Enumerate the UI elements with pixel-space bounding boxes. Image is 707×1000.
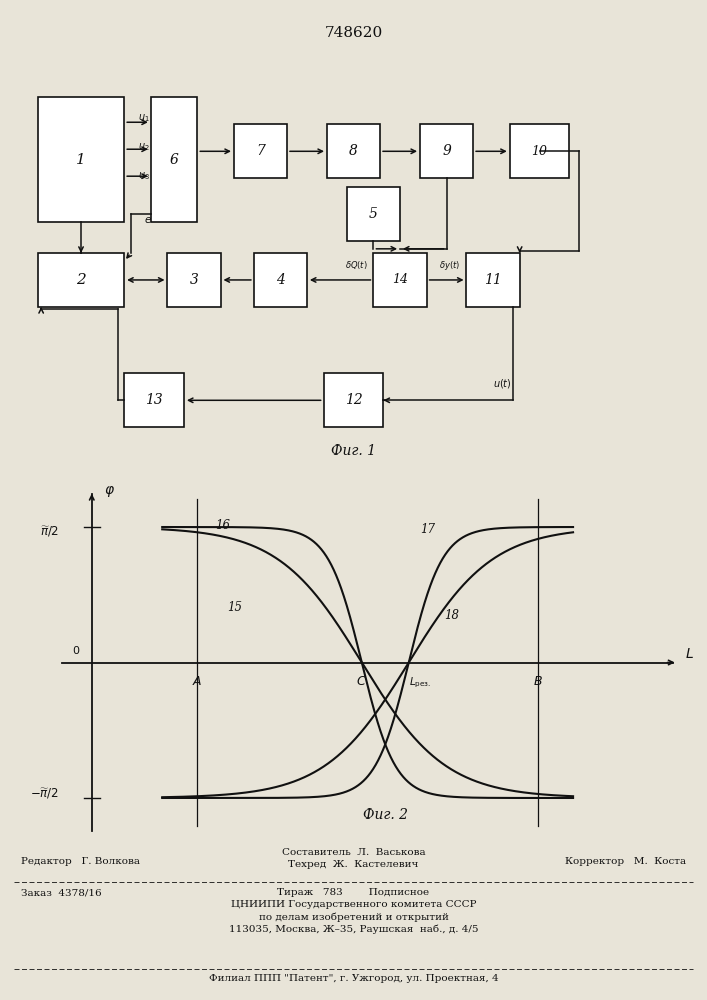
- FancyBboxPatch shape: [327, 124, 380, 178]
- Text: $B$: $B$: [533, 675, 543, 688]
- FancyBboxPatch shape: [254, 253, 307, 307]
- Text: 5: 5: [369, 207, 378, 221]
- Text: 13: 13: [145, 393, 163, 407]
- Text: Фиг. 1: Фиг. 1: [331, 444, 376, 458]
- Text: $\varphi$: $\varphi$: [103, 484, 115, 499]
- Text: 6: 6: [170, 153, 178, 167]
- FancyBboxPatch shape: [324, 373, 383, 427]
- Text: 17: 17: [421, 523, 436, 536]
- FancyBboxPatch shape: [510, 124, 570, 178]
- Text: $A$: $A$: [192, 675, 203, 688]
- FancyBboxPatch shape: [38, 97, 124, 222]
- Text: 1: 1: [76, 153, 86, 167]
- Text: Редактор   Г. Волкова: Редактор Г. Волкова: [21, 857, 140, 866]
- Text: 10: 10: [532, 145, 548, 158]
- Text: 748620: 748620: [325, 26, 382, 40]
- Text: $u_3$: $u_3$: [137, 170, 149, 182]
- FancyBboxPatch shape: [467, 253, 520, 307]
- FancyBboxPatch shape: [420, 124, 473, 178]
- Text: $\delta Q(t)$: $\delta Q(t)$: [346, 259, 368, 271]
- Text: Корректор   М.  Коста: Корректор М. Коста: [565, 857, 686, 866]
- Text: $0$: $0$: [71, 644, 80, 656]
- Text: Филиал ППП "Патент", г. Ужгород, ул. Проектная, 4: Филиал ППП "Патент", г. Ужгород, ул. Про…: [209, 974, 498, 983]
- FancyBboxPatch shape: [38, 253, 124, 307]
- Text: $u_1$: $u_1$: [137, 112, 149, 124]
- Text: 2: 2: [76, 273, 86, 287]
- Text: 8: 8: [349, 144, 358, 158]
- FancyBboxPatch shape: [168, 253, 221, 307]
- Text: 11: 11: [484, 273, 502, 287]
- Text: Фиг. 2: Фиг. 2: [363, 808, 408, 822]
- Text: 4: 4: [276, 273, 285, 287]
- Text: $u_2$: $u_2$: [137, 141, 149, 153]
- FancyBboxPatch shape: [347, 187, 400, 241]
- Text: Тираж   783        Подписное
ЦНИИПИ Государственного комитета СССР
по делам изоб: Тираж 783 Подписное ЦНИИПИ Государственн…: [229, 888, 478, 934]
- Text: Составитель  Л.  Васькова
Техред  Ж.  Кастелевич: Составитель Л. Васькова Техред Ж. Кастел…: [281, 848, 426, 869]
- Text: $\widetilde{\pi}/2$: $\widetilde{\pi}/2$: [40, 524, 59, 539]
- Text: $L$: $L$: [684, 647, 694, 661]
- Text: $C$: $C$: [356, 675, 367, 688]
- Text: 15: 15: [227, 601, 242, 614]
- Text: 14: 14: [392, 273, 408, 286]
- Text: $L_{\rm рез.}$: $L_{\rm рез.}$: [409, 675, 431, 690]
- Text: 18: 18: [444, 609, 459, 622]
- Text: $\delta y(t)$: $\delta y(t)$: [439, 259, 460, 272]
- Text: $u(t)$: $u(t)$: [493, 377, 512, 390]
- Text: 12: 12: [344, 393, 363, 407]
- Text: 9: 9: [442, 144, 451, 158]
- Text: $e$: $e$: [144, 215, 152, 225]
- Text: 3: 3: [189, 273, 199, 287]
- FancyBboxPatch shape: [234, 124, 287, 178]
- Text: 7: 7: [256, 144, 265, 158]
- FancyBboxPatch shape: [151, 97, 197, 222]
- Text: 16: 16: [215, 519, 230, 532]
- Text: Заказ  4378/16: Заказ 4378/16: [21, 888, 102, 897]
- Text: $-\widetilde{\pi}/2$: $-\widetilde{\pi}/2$: [30, 786, 59, 801]
- FancyBboxPatch shape: [124, 373, 184, 427]
- FancyBboxPatch shape: [373, 253, 426, 307]
